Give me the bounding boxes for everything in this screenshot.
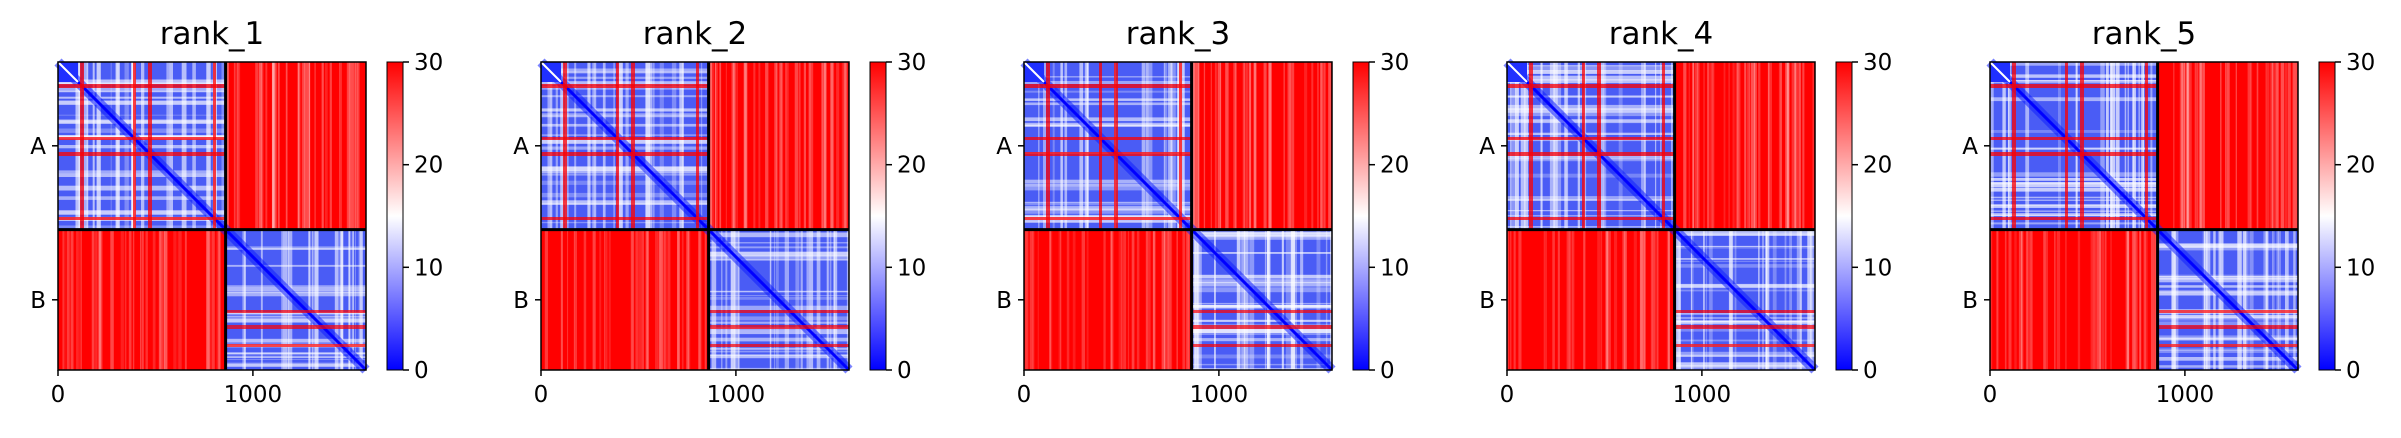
y-tick-label-B: B	[30, 288, 46, 314]
heatmap-panel-3: rank_3 A B 0 1000 0 10 20 30	[996, 16, 1409, 408]
chain-a-features	[1506, 61, 1675, 230]
y-tick-label-B: B	[1479, 288, 1495, 314]
colorbar-tick-label-0: 0	[897, 358, 912, 384]
colorbar-tick-label-20: 20	[2346, 153, 2375, 179]
offdiag-streaks	[62, 62, 360, 370]
colorbar-tick-label-0: 0	[1863, 358, 1878, 384]
colorbar-tick-label-0: 0	[1380, 358, 1395, 384]
chain-b-features	[225, 310, 366, 347]
y-tick-label-A: A	[513, 134, 529, 160]
chain-block-B	[222, 226, 370, 374]
offdiag-streaks	[1990, 62, 2298, 370]
panel-title: rank_5	[2092, 16, 2197, 52]
colorbar-tick-label-30: 30	[2346, 50, 2375, 76]
colorbar-tick-label-20: 20	[1863, 153, 1892, 179]
colorbar: 0 10 20 30	[2318, 50, 2375, 384]
heatmap-panel-1: rank_1 A B 0 1000 0 10 20 30	[30, 16, 443, 408]
heatmap-frame	[540, 61, 850, 371]
y-tick-label-B: B	[513, 288, 529, 314]
x-tick-label-1000: 1000	[1190, 382, 1249, 408]
chain-a-features	[540, 61, 709, 230]
x-tick-label-1000: 1000	[707, 382, 766, 408]
colorbar-tick-label-10: 10	[1863, 255, 1892, 281]
heatmap-frame	[1023, 61, 1333, 371]
colorbar-tick-label-20: 20	[897, 153, 926, 179]
colorbar-tick-label-10: 10	[897, 255, 926, 281]
panel-title: rank_2	[643, 16, 748, 52]
x-tick-label-1000: 1000	[2156, 382, 2215, 408]
chain-a-features	[57, 61, 226, 230]
chain-a-features	[1023, 61, 1192, 230]
colorbar-gradient	[1352, 61, 1370, 371]
chain-block-A	[1020, 58, 1196, 234]
chain-b-features	[1191, 310, 1332, 347]
colorbar-tick-label-0: 0	[2346, 358, 2361, 384]
chain-a-features	[1989, 61, 2158, 230]
colorbar: 0 10 20 30	[869, 50, 926, 384]
chain-b-features	[708, 310, 849, 347]
colorbar-tick-label-10: 10	[1380, 255, 1409, 281]
y-tick-label-B: B	[996, 288, 1012, 314]
colorbar-gradient	[2318, 61, 2336, 371]
colorbar-gradient	[386, 61, 404, 371]
colorbar-tick-label-30: 30	[1863, 50, 1892, 76]
colorbar-tick-label-30: 30	[414, 50, 443, 76]
y-tick-label-A: A	[1479, 134, 1495, 160]
y-tick-label-A: A	[1962, 134, 1978, 160]
heatmap-frame	[57, 61, 367, 371]
heatmap-frame	[1506, 61, 1816, 371]
colorbar-tick-label-0: 0	[414, 358, 429, 384]
heatmap-panel-2: rank_2 A B 0 1000 0 10 20 30	[513, 16, 926, 408]
chain-b-features	[2157, 310, 2298, 347]
colorbar: 0 10 20 30	[1835, 50, 1892, 384]
colorbar: 0 10 20 30	[1352, 50, 1409, 384]
colorbar-gradient	[869, 61, 887, 371]
heatmap-panel-4: rank_4 A B 0 1000 0 10 20 30	[1479, 16, 1892, 408]
colorbar-tick-label-30: 30	[897, 50, 926, 76]
x-tick-label-0: 0	[1983, 382, 1998, 408]
heatmap-frame	[1989, 61, 2299, 371]
chain-block-B	[2154, 226, 2302, 374]
chain-block-B	[1671, 226, 1819, 374]
offdiag-streaks	[1025, 62, 1331, 370]
x-tick-label-0: 0	[51, 382, 66, 408]
colorbar-tick-label-30: 30	[1380, 50, 1409, 76]
y-tick-label-A: A	[30, 134, 46, 160]
colorbar-gradient	[1835, 61, 1853, 371]
x-tick-label-1000: 1000	[1673, 382, 1732, 408]
chain-block-B	[1188, 226, 1336, 374]
panel-title: rank_3	[1126, 16, 1231, 52]
y-tick-label-A: A	[996, 134, 1012, 160]
panel-title: rank_1	[160, 16, 265, 52]
y-tick-label-B: B	[1962, 288, 1978, 314]
x-tick-label-0: 0	[1017, 382, 1032, 408]
chain-b-features	[1674, 310, 1815, 347]
x-tick-label-0: 0	[534, 382, 549, 408]
colorbar-tick-label-10: 10	[414, 255, 443, 281]
chain-block-A	[1986, 58, 2162, 234]
x-tick-label-1000: 1000	[224, 382, 283, 408]
colorbar: 0 10 20 30	[386, 50, 443, 384]
chain-block-B	[705, 226, 853, 374]
panel-title: rank_4	[1609, 16, 1714, 52]
x-tick-label-0: 0	[1500, 382, 1515, 408]
colorbar-tick-label-20: 20	[414, 153, 443, 179]
offdiag-streaks	[1507, 62, 1814, 370]
colorbar-tick-label-20: 20	[1380, 153, 1409, 179]
chain-block-A	[1503, 58, 1679, 234]
heatmap-panel-5: rank_5 A B 0 1000 0 10 20 30	[1962, 16, 2375, 408]
colorbar-tick-label-10: 10	[2346, 255, 2375, 281]
